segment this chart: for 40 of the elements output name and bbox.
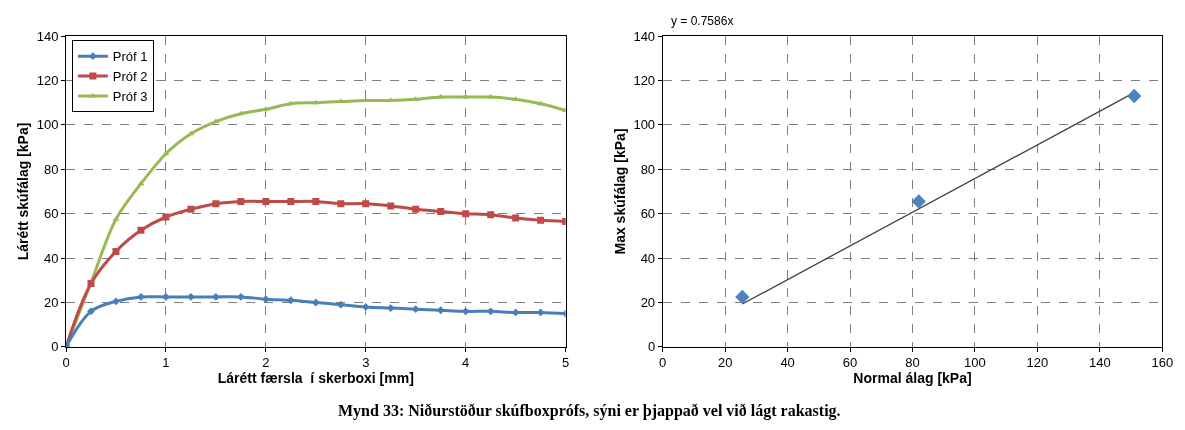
y-tick-label: 100	[633, 117, 656, 133]
x-tick-label: 80	[905, 355, 920, 371]
y-tick-label: 0	[51, 339, 59, 355]
x-tick-label: 2	[262, 355, 270, 371]
legend-label: Próf 2	[112, 69, 148, 85]
x-tick-label: 0	[62, 355, 70, 371]
x-tick-label: 5	[561, 355, 570, 371]
y-tick-label: 0	[647, 339, 656, 355]
x-tick-label: 4	[462, 355, 470, 371]
x-tick-label: 1	[162, 355, 170, 371]
x-tick-label: 160	[1151, 355, 1174, 371]
y-axis-title: Lárétt skúfálag [kPa]	[15, 122, 32, 261]
y-tick-label: 120	[36, 73, 59, 89]
x-tick-label: 3	[362, 355, 370, 371]
x-tick-label: 140	[1089, 355, 1111, 371]
y-tick-label: 80	[43, 161, 59, 177]
y-tick-label: 140	[36, 28, 59, 44]
x-tick-label: 40	[780, 355, 795, 371]
x-tick-label: 120	[1026, 355, 1049, 371]
y-tick-label: 20	[43, 295, 59, 311]
x-axis-title: Lárétt færsla í skerboxi [mm]	[217, 370, 414, 387]
y-tick-label: 40	[640, 250, 656, 266]
y-tick-label: 120	[633, 73, 656, 89]
y-tick-label: 80	[640, 161, 656, 177]
y-tick-label: 60	[640, 206, 656, 222]
x-tick-label: 60	[842, 355, 858, 371]
x-tick-label: 20	[717, 355, 733, 371]
text: y = 0.7586x	[671, 14, 734, 28]
y-tick-label: 100	[36, 117, 59, 133]
y-tick-label: 40	[43, 250, 59, 266]
y-tick-label: 140	[633, 28, 656, 44]
y-axis-title: Max skúfálag [kPa]	[612, 128, 629, 255]
y-tick-label: 60	[43, 206, 59, 222]
x-tick-label: 0	[659, 355, 667, 371]
text: Mynd 33: Niðurstöður skúfboxprófs, sýni er þjappað vel við lágt rakastig.	[338, 402, 841, 420]
x-tick-label: 100	[964, 355, 986, 371]
legend-label: Próf 3	[112, 89, 148, 105]
y-tick-label: 20	[640, 295, 656, 311]
x-axis-title: Normal álag [kPa]	[853, 370, 972, 387]
legend-label: Próf 1	[112, 49, 148, 65]
